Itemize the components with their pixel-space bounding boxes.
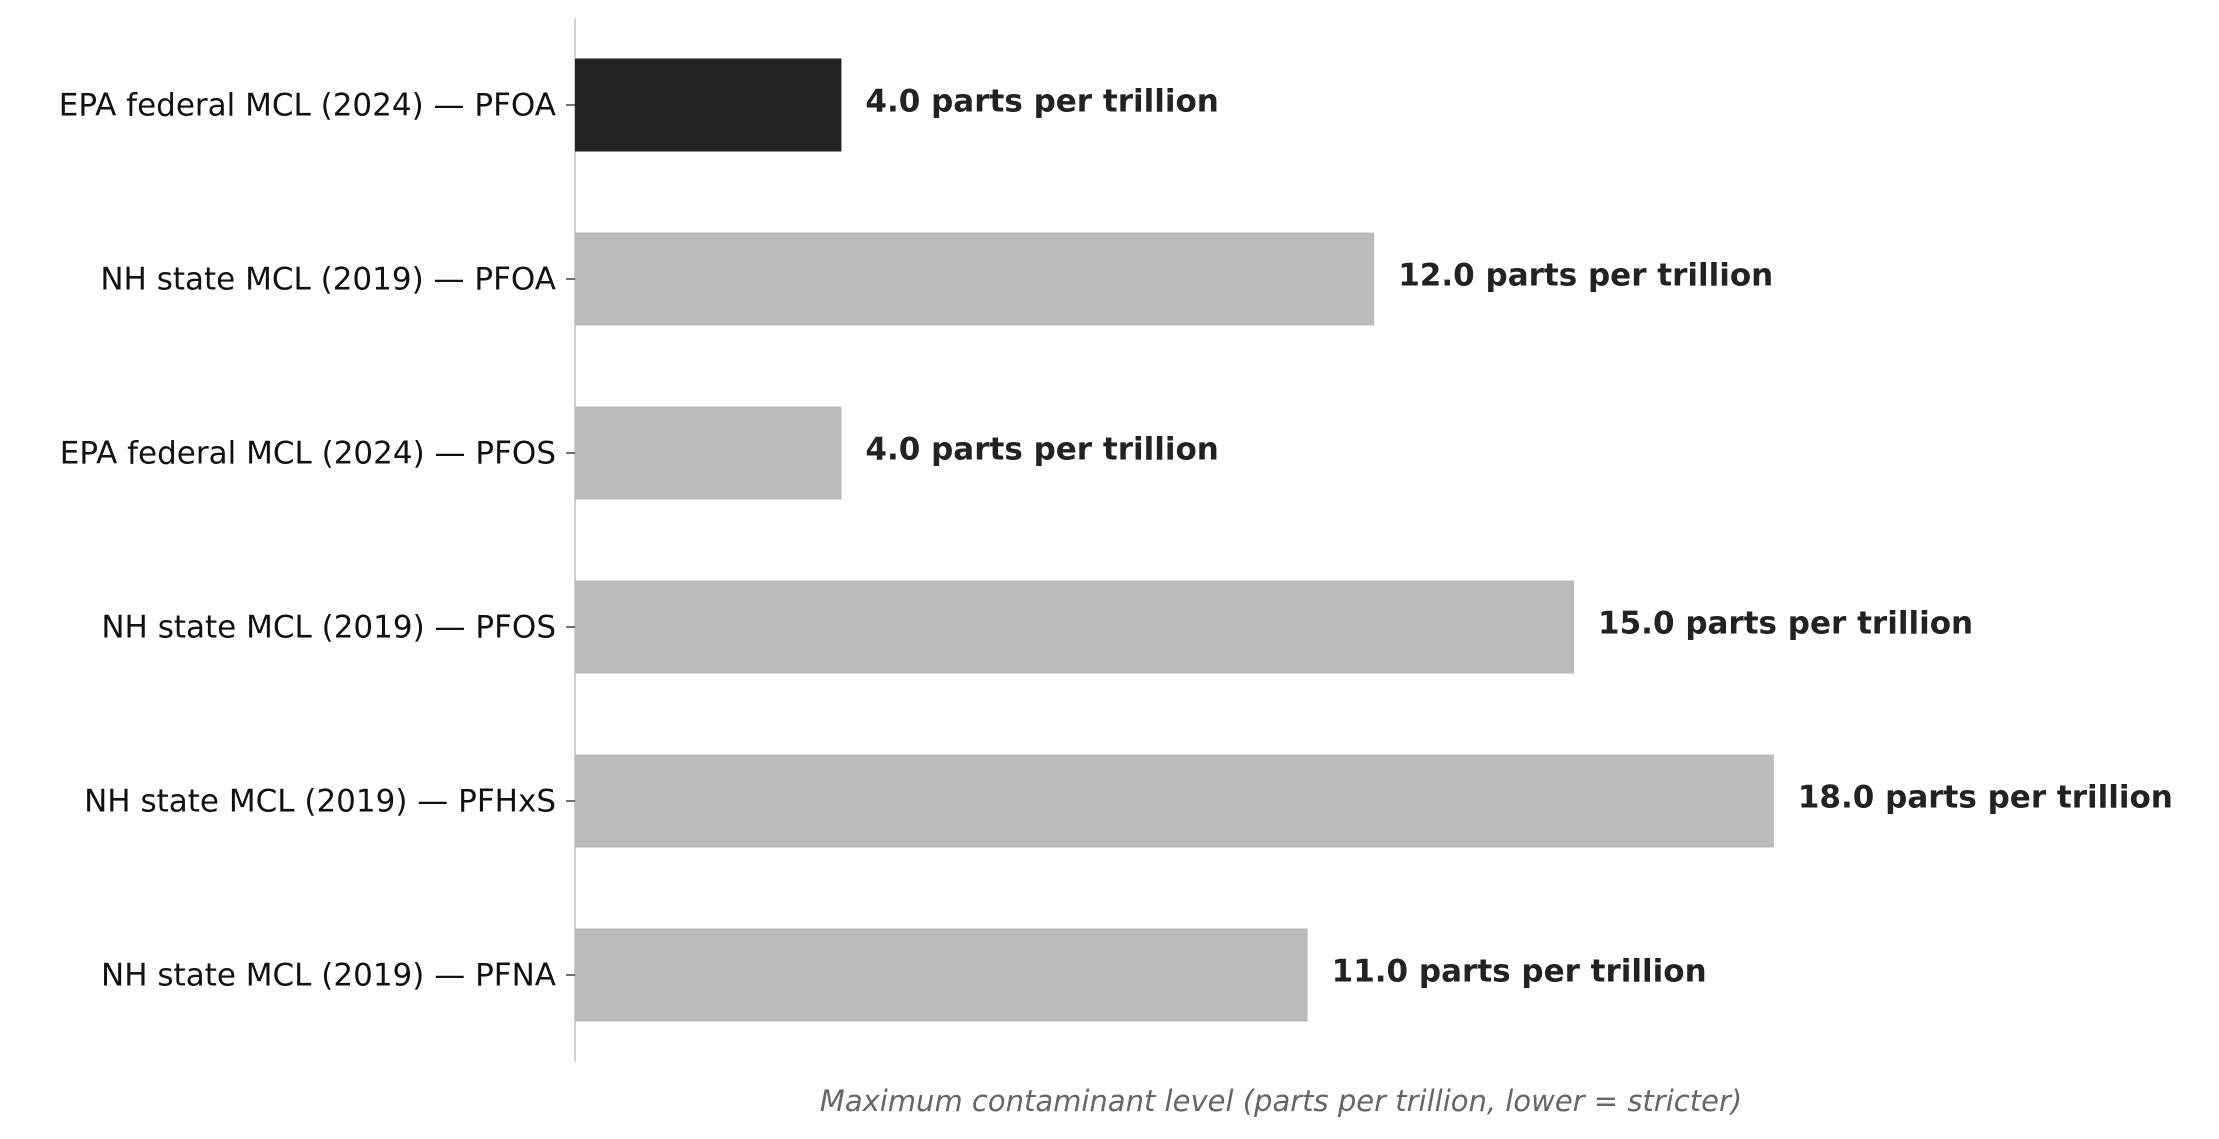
bar — [575, 406, 842, 500]
bar — [575, 754, 1774, 848]
y-tick-label: NH state MCL (2019) — PFHxS — [84, 784, 556, 820]
y-tick-label: NH state MCL (2019) — PFOA — [100, 262, 556, 298]
y-tick-label: NH state MCL (2019) — PFOS — [101, 610, 556, 646]
bar — [575, 232, 1375, 326]
bar — [575, 58, 842, 152]
value-label: 15.0 parts per trillion — [1598, 606, 1973, 642]
value-label: 11.0 parts per trillion — [1332, 954, 1707, 990]
bar — [575, 928, 1308, 1022]
x-axis-label: Maximum contaminant level (parts per tri… — [820, 1084, 1742, 1118]
value-label: 12.0 parts per trillion — [1398, 258, 1773, 294]
y-tick-label: EPA federal MCL (2024) — PFOS — [60, 436, 556, 472]
y-tick-label: NH state MCL (2019) — PFNA — [101, 958, 556, 994]
value-label: 4.0 parts per trillion — [865, 84, 1218, 120]
value-label: 18.0 parts per trillion — [1798, 780, 2173, 816]
y-tick-label: EPA federal MCL (2024) — PFOA — [59, 88, 556, 124]
value-label: 4.0 parts per trillion — [865, 432, 1218, 468]
bar — [575, 580, 1575, 674]
